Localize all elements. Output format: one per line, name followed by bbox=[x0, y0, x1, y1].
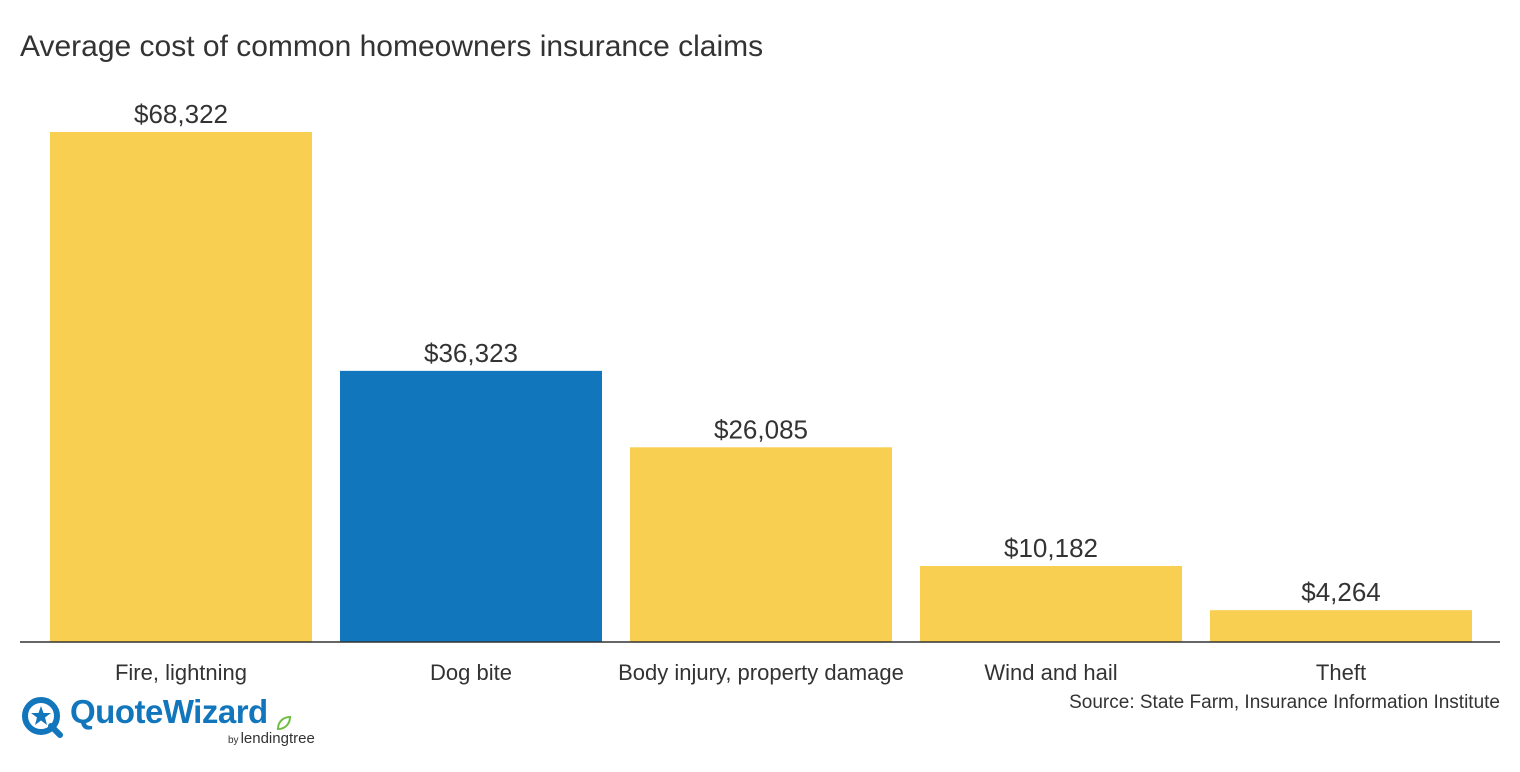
bar-2 bbox=[630, 447, 892, 642]
value-label-2: $26,085 bbox=[714, 414, 808, 444]
logo-lendingtree-text: by lendingtree bbox=[228, 730, 315, 747]
bar-4 bbox=[1210, 610, 1472, 642]
category-label-0: Fire, lightning bbox=[115, 660, 247, 685]
category-label-1: Dog bite bbox=[430, 660, 512, 685]
bar-chart: $68,322 $36,323 $26,085 $10,182 $4,264 Fire,… bbox=[20, 99, 1500, 685]
category-label-2: Body injury, property damage bbox=[618, 660, 904, 685]
logo-by-text: by bbox=[228, 735, 239, 746]
value-label-0: $68,322 bbox=[134, 99, 228, 129]
bar-0 bbox=[50, 132, 312, 642]
value-labels-layer: $68,322 $36,323 $26,085 $10,182 $4,264 bbox=[134, 99, 1381, 607]
value-label-3: $10,182 bbox=[1004, 533, 1098, 563]
category-label-3: Wind and hail bbox=[984, 660, 1117, 685]
bars-layer bbox=[50, 132, 1472, 642]
quotewizard-star-icon bbox=[20, 695, 64, 744]
logo-sub-text: lendingtree bbox=[240, 730, 315, 747]
leaf-icon bbox=[276, 715, 292, 736]
chart-title: Average cost of common homeowners insura… bbox=[20, 30, 764, 63]
value-label-1: $36,323 bbox=[424, 338, 518, 368]
value-label-4: $4,264 bbox=[1301, 577, 1381, 607]
source-note: Source: State Farm, Insurance Informatio… bbox=[1069, 692, 1500, 713]
logo-brand-text: QuoteWizard bbox=[70, 693, 268, 730]
category-label-4: Theft bbox=[1316, 660, 1366, 685]
quotewizard-logo: QuoteWizard by lendingtree bbox=[20, 693, 350, 753]
bar-3 bbox=[920, 565, 1182, 642]
category-labels-layer: Fire, lightning Dog bite Body injury, prop… bbox=[115, 660, 1366, 685]
bar-1 bbox=[340, 370, 602, 642]
